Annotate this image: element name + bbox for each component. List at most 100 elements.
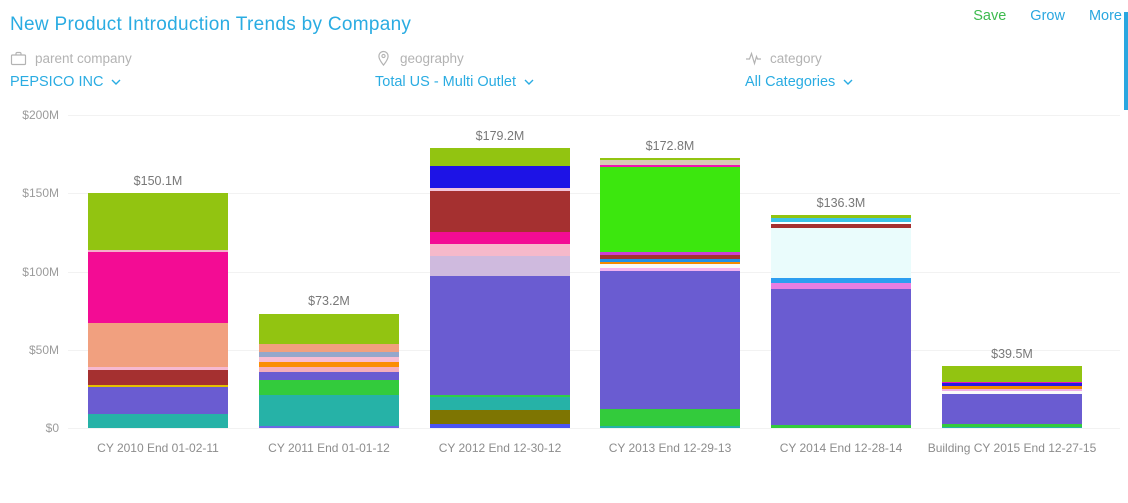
filter-label-row: category: [745, 50, 854, 67]
bar-segment[interactable]: [88, 413, 228, 428]
bar-segment[interactable]: [942, 381, 1082, 384]
bar-segment[interactable]: [942, 426, 1082, 428]
filter-label: parent company: [35, 51, 132, 66]
bar-segment[interactable]: [600, 267, 740, 271]
bar-segment[interactable]: [430, 243, 570, 256]
bar-segment[interactable]: [259, 343, 399, 352]
gridline: [68, 115, 1120, 116]
bar-segment[interactable]: [430, 255, 570, 277]
bar-segment[interactable]: [600, 160, 740, 165]
bar-segment[interactable]: [88, 250, 228, 253]
bar-segment[interactable]: [430, 166, 570, 188]
chevron-down-icon: [523, 74, 535, 90]
bar-segment[interactable]: [88, 322, 228, 368]
filter-label-row: parent company: [10, 50, 132, 67]
bar-segment[interactable]: [430, 232, 570, 244]
bar-segment[interactable]: [600, 164, 740, 168]
filter-label: category: [770, 51, 822, 66]
more-button[interactable]: More: [1088, 8, 1122, 24]
bar-segment[interactable]: [600, 408, 740, 426]
x-axis-category-label: CY 2013 End 12-29-13: [608, 441, 732, 455]
bar-segment[interactable]: [771, 218, 911, 223]
bar-segment[interactable]: [600, 157, 740, 161]
bar-segment[interactable]: [771, 222, 911, 224]
dropdown-value: PEPSICO INC: [10, 74, 104, 90]
gridline: [68, 193, 1120, 195]
bar-segment[interactable]: [771, 288, 911, 425]
grow-button[interactable]: Grow: [1030, 8, 1065, 24]
bar-segment[interactable]: [942, 389, 1082, 392]
bar-segment[interactable]: [771, 424, 911, 428]
bar-segment[interactable]: [88, 384, 228, 387]
bar-segment[interactable]: [88, 252, 228, 323]
y-axis-tick-label: $50M: [28, 342, 59, 357]
bar-segment[interactable]: [771, 227, 911, 278]
stacked-bar-1[interactable]: [88, 193, 228, 428]
location-pin-icon: [375, 50, 392, 67]
bar-segment[interactable]: [771, 282, 911, 289]
x-axis-category-label: CY 2011 End 01-01-12: [268, 441, 390, 455]
chevron-down-icon: [842, 74, 854, 90]
bar-segment[interactable]: [88, 386, 228, 414]
y-axis-tick-label: $0: [45, 421, 59, 435]
bar-segment[interactable]: [600, 258, 740, 262]
filter-label: geography: [400, 51, 464, 66]
bar-segment[interactable]: [600, 264, 740, 268]
bar-segment[interactable]: [88, 193, 228, 251]
bar-segment[interactable]: [430, 147, 570, 167]
category-dropdown[interactable]: All Categories: [745, 74, 854, 90]
stacked-bar-4[interactable]: [600, 157, 740, 428]
bar-segment[interactable]: [259, 372, 399, 381]
stacked-bar-2[interactable]: [259, 313, 399, 428]
parent-company-dropdown[interactable]: PEPSICO INC: [10, 74, 132, 90]
bar-segment[interactable]: [600, 255, 740, 259]
bar-segment[interactable]: [259, 356, 399, 363]
bar-segment[interactable]: [430, 409, 570, 424]
bar-segment[interactable]: [942, 423, 1082, 427]
bar-segment[interactable]: [430, 423, 570, 428]
bar-segment[interactable]: [88, 367, 228, 370]
geography-dropdown[interactable]: Total US - Multi Outlet: [375, 74, 535, 90]
bar-segment[interactable]: [771, 277, 911, 283]
bar-segment[interactable]: [600, 261, 740, 265]
y-axis-tick-label: $200M: [22, 108, 59, 122]
bar-segment[interactable]: [430, 187, 570, 192]
bar-segment[interactable]: [942, 366, 1082, 382]
bar-segment[interactable]: [600, 425, 740, 428]
bar-segment[interactable]: [942, 391, 1082, 394]
bar-total-label: $73.2M: [308, 294, 350, 309]
bar-segment[interactable]: [942, 383, 1082, 387]
scrollbar-thumb[interactable]: [1124, 12, 1128, 110]
stacked-bar-3[interactable]: [430, 147, 570, 428]
activity-icon: [745, 50, 762, 67]
bar-segment[interactable]: [259, 351, 399, 357]
bar-segment[interactable]: [430, 395, 570, 398]
stacked-bar-6[interactable]: [942, 366, 1082, 428]
gridline: [68, 428, 1120, 429]
bar-segment[interactable]: [430, 276, 570, 396]
bar-segment[interactable]: [430, 397, 570, 410]
bar-total-label: $179.2M: [475, 128, 525, 143]
bar-segment[interactable]: [259, 362, 399, 367]
bar-segment[interactable]: [600, 252, 740, 256]
bar-segment[interactable]: [771, 223, 911, 228]
bar-segment[interactable]: [771, 214, 911, 219]
bar-segment[interactable]: [942, 386, 1082, 390]
bar-segment[interactable]: [600, 167, 740, 253]
chevron-down-icon: [110, 74, 122, 90]
bar-segment[interactable]: [259, 426, 399, 428]
bar-segment[interactable]: [259, 380, 399, 396]
bar-segment[interactable]: [942, 393, 1082, 424]
save-button[interactable]: Save: [973, 8, 1007, 24]
bar-segment[interactable]: [259, 367, 399, 372]
bar-segment[interactable]: [430, 191, 570, 233]
bar-segment[interactable]: [259, 395, 399, 427]
bar-segment[interactable]: [600, 270, 740, 409]
stacked-bar-5[interactable]: [771, 214, 911, 428]
filter-category: category All Categories: [745, 50, 854, 90]
bar-segment[interactable]: [88, 369, 228, 385]
y-axis-tick-label: $100M: [22, 264, 59, 279]
header-actions: Save Grow More: [973, 8, 1122, 24]
bar-segment[interactable]: [259, 313, 399, 344]
